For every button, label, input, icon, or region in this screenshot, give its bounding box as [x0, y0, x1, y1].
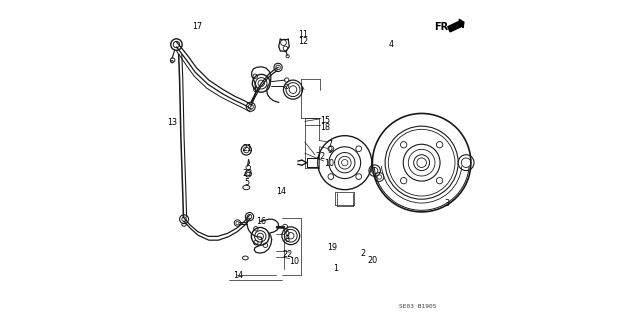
Text: SE03 B1905: SE03 B1905: [399, 304, 437, 309]
Text: 8: 8: [284, 235, 289, 244]
Text: 18: 18: [320, 123, 330, 132]
Text: 2: 2: [361, 249, 366, 258]
Text: 20: 20: [367, 256, 378, 265]
Text: 10: 10: [324, 159, 334, 168]
Text: 15: 15: [320, 116, 330, 125]
Text: 14: 14: [276, 187, 286, 196]
Text: 5: 5: [244, 178, 250, 187]
Text: 6: 6: [284, 229, 289, 238]
Text: 11: 11: [298, 30, 308, 39]
Text: 7: 7: [328, 140, 333, 149]
Text: 9: 9: [328, 146, 333, 155]
FancyArrow shape: [448, 19, 464, 32]
Text: FR.: FR.: [435, 22, 452, 32]
Text: 22: 22: [315, 152, 325, 161]
Text: 14: 14: [234, 271, 244, 280]
Text: 22: 22: [282, 250, 292, 259]
Text: 13: 13: [167, 118, 177, 128]
Text: 1: 1: [333, 263, 339, 273]
Text: 12: 12: [298, 37, 308, 46]
Text: 21: 21: [242, 144, 252, 153]
Text: 4: 4: [388, 40, 394, 49]
Text: 19: 19: [327, 243, 337, 252]
Text: 17: 17: [192, 22, 202, 31]
Text: 3: 3: [445, 199, 449, 208]
Text: 23: 23: [242, 169, 252, 178]
Text: 16: 16: [257, 217, 266, 226]
Text: 10: 10: [289, 257, 300, 266]
